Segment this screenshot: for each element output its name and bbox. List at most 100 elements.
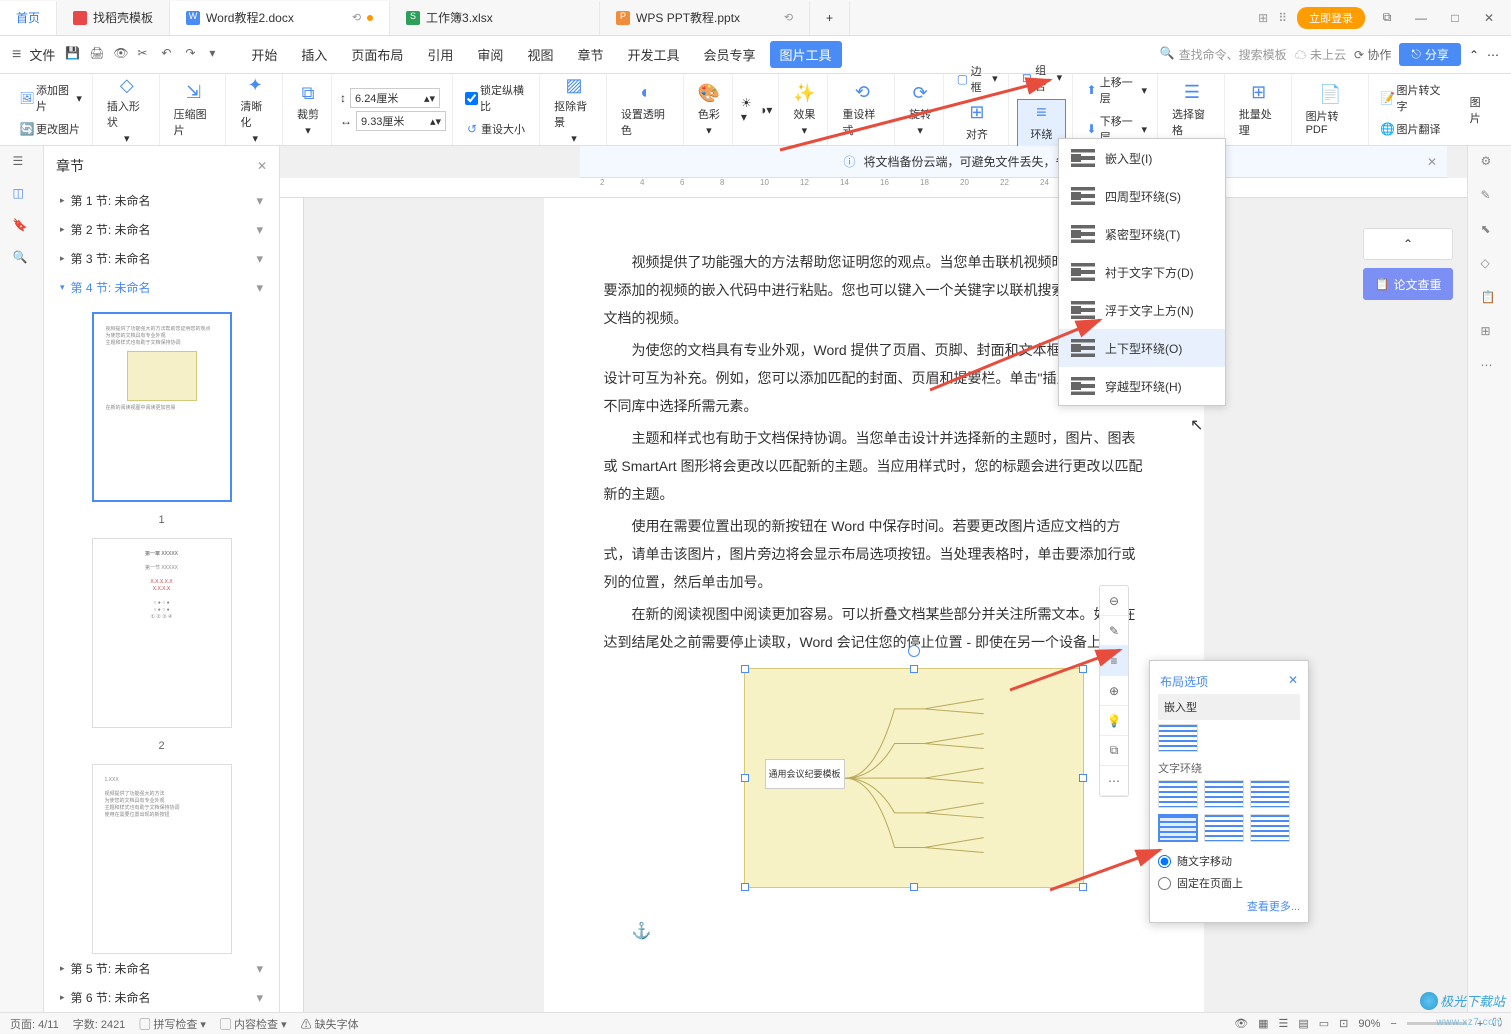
- fit-icon[interactable]: ⊡: [1339, 1017, 1348, 1030]
- tab-pin-icon[interactable]: ⟲: [784, 11, 793, 24]
- rotate-button[interactable]: ⟳旋转 ▾: [903, 80, 937, 139]
- compress-button[interactable]: ⇲压缩图片: [168, 80, 220, 140]
- add-image-button[interactable]: 🖼添加图片 ▾: [16, 80, 86, 116]
- coop-button[interactable]: ⟳ 协作: [1354, 46, 1391, 63]
- reset-style-button[interactable]: ⟲重设样式: [836, 80, 888, 140]
- batch-button[interactable]: ⊞批量处理: [1233, 80, 1285, 140]
- to-text-button[interactable]: 📝图片转文字: [1377, 80, 1450, 116]
- save-icon[interactable]: 💾: [65, 46, 83, 64]
- transparency-button[interactable]: ◐设置透明色: [615, 80, 677, 140]
- section-item-2[interactable]: ▸第 2 节: 未命名▾: [52, 215, 271, 244]
- resize-handle-bl[interactable]: [741, 883, 749, 891]
- view-outline-icon[interactable]: ▤: [1298, 1017, 1308, 1030]
- wrap-behind[interactable]: 衬于文字下方(D): [1059, 253, 1225, 291]
- view-web-icon[interactable]: ☰: [1278, 1017, 1288, 1030]
- menu-tab-section[interactable]: 章节: [567, 41, 613, 68]
- view-read-icon[interactable]: 👁: [1234, 1017, 1248, 1030]
- menu-tab-review[interactable]: 审阅: [467, 41, 513, 68]
- settings-icon[interactable]: ⚙: [1481, 154, 1499, 172]
- float-idea[interactable]: 💡: [1100, 706, 1128, 736]
- layers-icon[interactable]: ⊞: [1481, 324, 1499, 342]
- tab-template[interactable]: 找稻壳模板: [57, 1, 170, 35]
- select-icon[interactable]: ⬉: [1481, 222, 1499, 240]
- ruler-vertical[interactable]: [280, 198, 304, 1012]
- image-more-button[interactable]: 图片: [1464, 92, 1495, 128]
- float-crop[interactable]: ⧉: [1100, 736, 1128, 766]
- zoom-label[interactable]: 90%: [1358, 1018, 1380, 1030]
- menu-tab-ref[interactable]: 引用: [417, 41, 463, 68]
- group-button[interactable]: ⊡组合 ▾: [1017, 60, 1067, 96]
- wrap-tight[interactable]: 紧密型环绕(T): [1059, 215, 1225, 253]
- insert-shape-button[interactable]: ◇插入形状 ▾: [101, 72, 153, 147]
- redo-icon[interactable]: ↷: [185, 46, 203, 64]
- section-more-icon[interactable]: ▾: [256, 280, 263, 296]
- float-zoom-out[interactable]: ⊖: [1100, 586, 1128, 616]
- section-item-6[interactable]: ▸第 6 节: 未命名▾: [52, 983, 271, 1012]
- minimize-icon[interactable]: —: [1409, 6, 1433, 30]
- menu-tab-dev[interactable]: 开发工具: [617, 41, 689, 68]
- remove-bg-button[interactable]: ▨抠除背景 ▾: [548, 72, 600, 147]
- outline-icon[interactable]: ☰: [13, 154, 31, 172]
- crop-button[interactable]: ⧉裁剪 ▾: [291, 80, 325, 139]
- shapes-panel-icon[interactable]: ◇: [1481, 256, 1499, 274]
- wrap-front[interactable]: 浮于文字上方(N): [1059, 291, 1225, 329]
- banner-close-icon[interactable]: ✕: [1427, 155, 1437, 169]
- contrast-icon[interactable]: ◑▾: [759, 103, 772, 117]
- float-layout[interactable]: ≡: [1100, 646, 1128, 676]
- resize-handle-ml[interactable]: [741, 774, 749, 782]
- wrap-square[interactable]: 四周型环绕(S): [1059, 177, 1225, 215]
- section-more-icon[interactable]: ▾: [256, 193, 263, 209]
- restore-down-icon[interactable]: ⧉: [1375, 6, 1399, 30]
- change-image-button[interactable]: 🔄更改图片: [16, 119, 86, 139]
- undo-icon[interactable]: ↶: [161, 46, 179, 64]
- find-icon[interactable]: 🔍: [13, 250, 31, 268]
- resize-handle-br[interactable]: [1079, 883, 1087, 891]
- tab-pin-icon[interactable]: ⟲: [352, 11, 361, 24]
- print-icon[interactable]: 🖨: [89, 46, 107, 64]
- bookmark-icon[interactable]: 🔖: [13, 218, 31, 236]
- translate-button[interactable]: 🌐图片翻译: [1377, 119, 1450, 139]
- section-item-4[interactable]: ▾第 4 节: 未命名▾: [52, 273, 271, 302]
- select-pane-button[interactable]: ☰选择窗格: [1166, 80, 1218, 140]
- height-input[interactable]: 6.24厘米▴▾: [350, 88, 440, 108]
- view-print-icon[interactable]: ▦: [1258, 1017, 1268, 1030]
- see-more-link[interactable]: 查看更多...: [1158, 898, 1300, 914]
- width-input[interactable]: 9.33厘米▴▾: [356, 111, 446, 131]
- wrap-topbottom[interactable]: 上下型环绕(O): [1059, 329, 1225, 367]
- menu-tab-layout[interactable]: 页面布局: [341, 41, 413, 68]
- share-button[interactable]: ⎋ 分享: [1399, 43, 1461, 66]
- page-thumb-2[interactable]: 第一章 XXXXX第一节 XXXXXX.X.X.X.XX.X.X.X○ ● ○ …: [92, 538, 232, 728]
- tab-add[interactable]: +: [810, 1, 850, 35]
- grid-icon[interactable]: ⊞: [1258, 11, 1268, 25]
- word-count[interactable]: 字数: 2421: [73, 1016, 126, 1032]
- view-fullwidth-icon[interactable]: ▭: [1319, 1017, 1329, 1030]
- tab-doc-ppt[interactable]: PWPS PPT教程.pptx⟲: [600, 1, 810, 35]
- tab-home[interactable]: 首页: [0, 1, 57, 35]
- sections-icon[interactable]: ◫: [13, 186, 31, 204]
- menu-tab-start[interactable]: 开始: [241, 41, 287, 68]
- float-zoom-in[interactable]: ⊕: [1100, 676, 1128, 706]
- reset-size-button[interactable]: ↺重设大小: [461, 119, 533, 139]
- ruler-horizontal[interactable]: 2468101214161820222426: [280, 178, 1467, 198]
- resize-handle-tm[interactable]: [910, 665, 918, 673]
- apps-icon[interactable]: ⠿: [1278, 11, 1287, 25]
- resize-handle-tr[interactable]: [1079, 665, 1087, 673]
- color-button[interactable]: 🎨色彩 ▾: [692, 80, 726, 139]
- cut-icon[interactable]: ✂: [137, 46, 155, 64]
- section-more-icon[interactable]: ▾: [256, 990, 263, 1006]
- float-more[interactable]: ⋯: [1100, 766, 1128, 796]
- content-check[interactable]: ▢ 内容检查 ▾: [220, 1016, 287, 1032]
- wrap-opt-topbottom[interactable]: [1158, 814, 1198, 842]
- page-thumb-1[interactable]: 视频提供了功能强大的方法帮助您证明您的观点为使您的文档具有专业外观主题和样式也有…: [92, 312, 232, 502]
- brightness-icon[interactable]: ☀▾: [741, 96, 755, 124]
- move-with-text-radio[interactable]: 随文字移动: [1158, 850, 1300, 872]
- wrap-through[interactable]: 穿越型环绕(H): [1059, 367, 1225, 405]
- file-menu[interactable]: 文件: [29, 45, 55, 64]
- more-tools-icon[interactable]: ⋯: [1481, 358, 1499, 376]
- wrap-opt-behind[interactable]: [1204, 814, 1244, 842]
- resize-handle-mr[interactable]: [1079, 774, 1087, 782]
- dropdown-icon[interactable]: ▾: [209, 46, 227, 64]
- wrap-opt-front[interactable]: [1250, 814, 1290, 842]
- close-icon[interactable]: ✕: [1477, 6, 1501, 30]
- clarity-button[interactable]: ✦清晰化 ▾: [234, 72, 276, 147]
